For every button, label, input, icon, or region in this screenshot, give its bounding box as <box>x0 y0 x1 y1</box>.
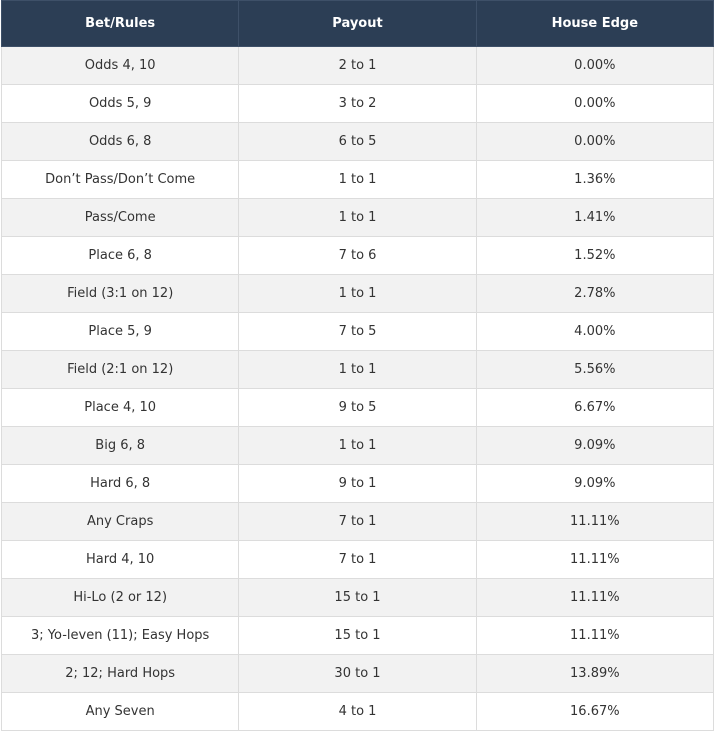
table-cell: Hi-Lo (2 or 12) <box>0 578 240 617</box>
table-cell: Odds 6, 8 <box>0 122 240 161</box>
header-row: Bet/Rules Payout House Edge <box>0 0 715 47</box>
table-cell: 0.00% <box>475 46 715 85</box>
table-row: Hi-Lo (2 or 12) 15 to 1 11.11% <box>0 578 715 617</box>
table-cell: 9 to 1 <box>238 464 477 503</box>
table-row: 2; 12; Hard Hops 30 to 1 13.89% <box>0 654 715 693</box>
table-cell: 2.78% <box>475 274 715 313</box>
table-row: Any Craps 7 to 1 11.11% <box>0 502 715 541</box>
table-cell: 1 to 1 <box>238 198 477 237</box>
table-cell: 7 to 1 <box>238 502 477 541</box>
table-row: Field (2:1 on 12) 1 to 1 5.56% <box>0 350 715 389</box>
table-cell: 6.67% <box>475 388 715 427</box>
table-row: Hard 4, 10 7 to 1 11.11% <box>0 540 715 579</box>
table-cell: Odds 4, 10 <box>0 46 240 85</box>
table-row: Place 4, 10 9 to 5 6.67% <box>0 388 715 427</box>
table-cell: 7 to 6 <box>238 236 477 275</box>
table-cell: 4 to 1 <box>238 692 477 731</box>
table-cell: Pass/Come <box>0 198 240 237</box>
table-cell: 7 to 5 <box>238 312 477 351</box>
table-row: 3; Yo-leven (11); Easy Hops 15 to 1 11.11% <box>0 616 715 655</box>
table-cell: Field (2:1 on 12) <box>0 350 240 389</box>
table-cell: 11.11% <box>475 616 715 655</box>
table-cell: 0.00% <box>475 84 715 123</box>
table-row: Pass/Come 1 to 1 1.41% <box>0 198 715 237</box>
table-row: Any Seven 4 to 1 16.67% <box>0 692 715 731</box>
table-cell: 9.09% <box>475 464 715 503</box>
table-cell: Hard 4, 10 <box>0 540 240 579</box>
table-cell: Big 6, 8 <box>0 426 240 465</box>
table-cell: 1 to 1 <box>238 274 477 313</box>
table-cell: Hard 6, 8 <box>0 464 240 503</box>
table-cell: 16.67% <box>475 692 715 731</box>
table-cell: 1 to 1 <box>238 426 477 465</box>
table-cell: 1 to 1 <box>238 160 477 199</box>
table-cell: 30 to 1 <box>238 654 477 693</box>
table-cell: Field (3:1 on 12) <box>0 274 240 313</box>
header-cell: House Edge <box>475 0 715 47</box>
table-cell: 2 to 1 <box>238 46 477 85</box>
table-cell: 15 to 1 <box>238 616 477 655</box>
table-cell: 11.11% <box>475 502 715 541</box>
table-cell: Any Craps <box>0 502 240 541</box>
table-cell: 9 to 5 <box>238 388 477 427</box>
table-cell: Place 6, 8 <box>0 236 240 275</box>
table-cell: 13.89% <box>475 654 715 693</box>
table-cell: 2; 12; Hard Hops <box>0 654 240 693</box>
table-cell: 1.52% <box>475 236 715 275</box>
table-cell: 3; Yo-leven (11); Easy Hops <box>0 616 240 655</box>
table-cell: 9.09% <box>475 426 715 465</box>
table-row: Don’t Pass/Don’t Come 1 to 1 1.36% <box>0 160 715 199</box>
table-cell: 5.56% <box>475 350 715 389</box>
table-cell: 11.11% <box>475 578 715 617</box>
table-cell: 3 to 2 <box>238 84 477 123</box>
table-row: Field (3:1 on 12) 1 to 1 2.78% <box>0 274 715 313</box>
table-row: Odds 4, 10 2 to 1 0.00% <box>0 46 715 85</box>
table-cell: 0.00% <box>475 122 715 161</box>
table-cell: 11.11% <box>475 540 715 579</box>
table-cell: Don’t Pass/Don’t Come <box>0 160 240 199</box>
table-cell: Place 5, 9 <box>0 312 240 351</box>
table-cell: 1.41% <box>475 198 715 237</box>
header-cell: Payout <box>238 0 477 47</box>
header-cell: Bet/Rules <box>0 0 240 47</box>
table-cell: 7 to 1 <box>238 540 477 579</box>
table-cell: 1.36% <box>475 160 715 199</box>
table-cell: 15 to 1 <box>238 578 477 617</box>
table-cell: Place 4, 10 <box>0 388 240 427</box>
table-cell: Odds 5, 9 <box>0 84 240 123</box>
table-cell: Any Seven <box>0 692 240 731</box>
table-cell: 4.00% <box>475 312 715 351</box>
table-cell: 1 to 1 <box>238 350 477 389</box>
table-cell: 6 to 5 <box>238 122 477 161</box>
